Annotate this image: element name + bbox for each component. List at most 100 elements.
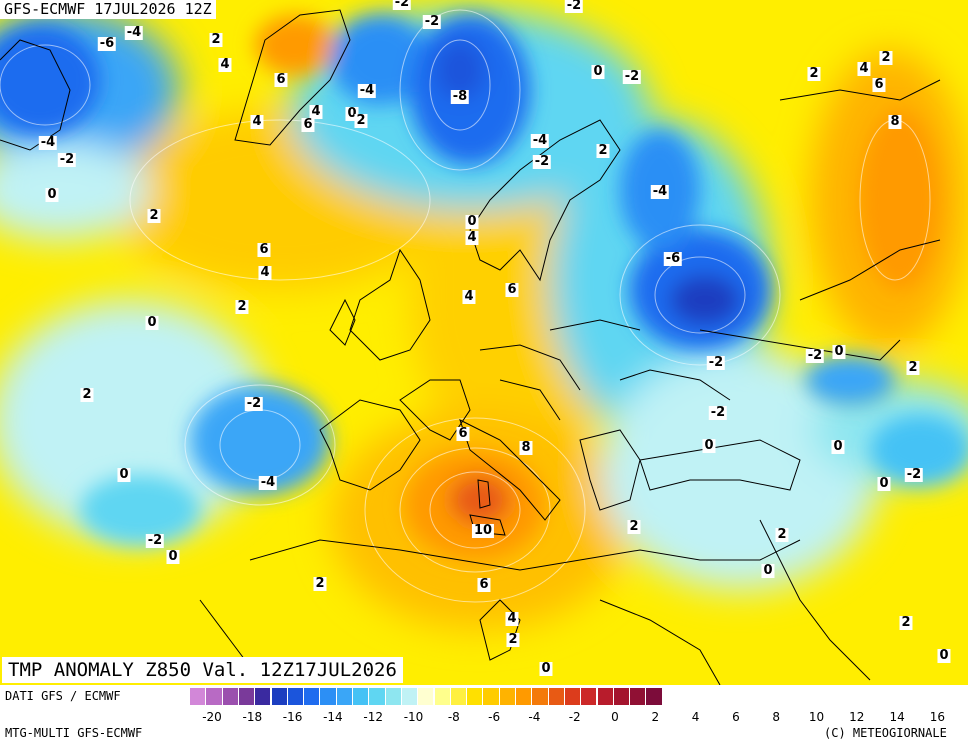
contour-label: -4 [357, 83, 377, 98]
legend-swatch [271, 688, 288, 705]
legend-swatch [564, 688, 582, 705]
legend-tick: -14 [323, 710, 343, 724]
contour-label: 2 [80, 387, 94, 402]
contour-label: 2 [209, 32, 223, 47]
legend-swatch [467, 688, 484, 705]
contour-label: 4 [258, 265, 272, 280]
contour-label: -2 [422, 14, 442, 29]
contour-label: 0 [166, 549, 180, 564]
legend-swatch [255, 688, 272, 705]
legend-tick: 6 [732, 710, 740, 724]
contour-label: 2 [906, 360, 920, 375]
legend-tick: 8 [772, 710, 781, 724]
contour-label: 0 [465, 214, 479, 229]
contour-label: 2 [775, 527, 789, 542]
legend-tick: 14 [889, 710, 905, 724]
legend-tick: 16 [929, 710, 946, 724]
contour-label: -4 [258, 475, 278, 490]
legend-swatch [483, 688, 500, 705]
contour-label: -2 [708, 405, 728, 420]
contour-label: -4 [650, 184, 670, 199]
contour-label: 2 [879, 50, 893, 65]
legend-tick: 12 [849, 710, 865, 724]
legend-tick: -6 [488, 710, 501, 724]
legend-swatch [646, 688, 663, 705]
contour-label: -2 [564, 0, 584, 13]
legend-swatch [450, 688, 468, 705]
legend-tick: -12 [363, 710, 383, 724]
contour-label: 0 [539, 661, 553, 676]
contour-label: 0 [761, 563, 775, 578]
contour-label: -2 [805, 348, 825, 363]
contour-label: 2 [627, 519, 641, 534]
contour-label: 6 [477, 577, 491, 592]
legend-tick: -18 [242, 710, 263, 724]
temperature-anomaly-map [0, 0, 968, 685]
legend-tick: -2 [568, 710, 581, 724]
model-run-header: GFS-ECMWF 17JUL2026 12Z [0, 0, 216, 19]
contour-label: 0 [877, 476, 891, 491]
contour-label: 2 [899, 615, 913, 630]
legend-swatch [206, 688, 223, 705]
legend-swatch [613, 688, 631, 705]
contour-label: -2 [145, 533, 165, 548]
contour-label: 4 [462, 289, 476, 304]
contour-label: -2 [706, 355, 726, 370]
contour-label: 4 [465, 230, 479, 245]
contour-label: -4 [38, 135, 58, 150]
legend-tick: 10 [808, 710, 825, 724]
contour-label: 0 [702, 438, 716, 453]
contour-label: -8 [450, 89, 470, 104]
contour-label: 6 [274, 72, 288, 87]
contour-label: 0 [117, 467, 131, 482]
contour-label: 6 [257, 242, 271, 257]
contour-label: 0 [591, 64, 605, 79]
contour-label: 6 [872, 77, 886, 92]
contour-label: 8 [888, 114, 902, 129]
contour-label: 10 [471, 523, 495, 538]
contour-label: 2 [807, 66, 821, 81]
contour-label: 0 [45, 187, 59, 202]
contour-label: -2 [532, 154, 552, 169]
legend-tick: -10 [403, 710, 424, 724]
legend-swatch [532, 688, 549, 705]
legend-swatch [287, 688, 305, 705]
contour-label: -2 [57, 152, 77, 167]
contour-label: 8 [519, 440, 533, 455]
legend-swatch [385, 688, 402, 705]
legend-tick: -16 [282, 710, 303, 724]
contour-label: 2 [354, 113, 368, 128]
legend-tick: -4 [528, 710, 541, 724]
contour-label: 0 [145, 315, 159, 330]
contour-label: -4 [530, 133, 550, 148]
contour-label: 6 [301, 117, 315, 132]
contour-label: 0 [832, 344, 846, 359]
contour-label: -4 [124, 25, 144, 40]
contour-label: 0 [831, 439, 845, 454]
legend-swatch [190, 688, 207, 705]
data-source-label: DATI GFS / ECMWF [5, 689, 121, 703]
legend-tick: 4 [691, 710, 700, 724]
contour-label: 2 [147, 208, 161, 223]
contour-label: 0 [937, 648, 951, 663]
legend-swatch [238, 688, 256, 705]
contour-label: 4 [309, 104, 323, 119]
map-title: TMP ANOMALY Z850 Val. 12Z17JUL2026 [2, 657, 403, 683]
legend-swatch [353, 688, 370, 705]
legend-swatch [222, 688, 239, 705]
legend-tick: 2 [651, 710, 660, 724]
contour-label: 4 [250, 114, 264, 129]
contour-label: -2 [244, 396, 264, 411]
legend-swatch [499, 688, 516, 705]
contour-label: -2 [392, 0, 412, 10]
legend-swatch [516, 688, 533, 705]
legend-swatch [418, 688, 435, 705]
legend-tick: -8 [447, 710, 460, 724]
contour-label: -2 [904, 467, 924, 482]
contour-label: 2 [235, 299, 249, 314]
copyright-label: (C) METEOGIORNALE [824, 726, 947, 740]
legend-tick: 0 [611, 710, 619, 724]
legend-swatch [630, 688, 647, 705]
contour-label: 2 [596, 143, 610, 158]
legend-tick: -20 [202, 710, 222, 724]
